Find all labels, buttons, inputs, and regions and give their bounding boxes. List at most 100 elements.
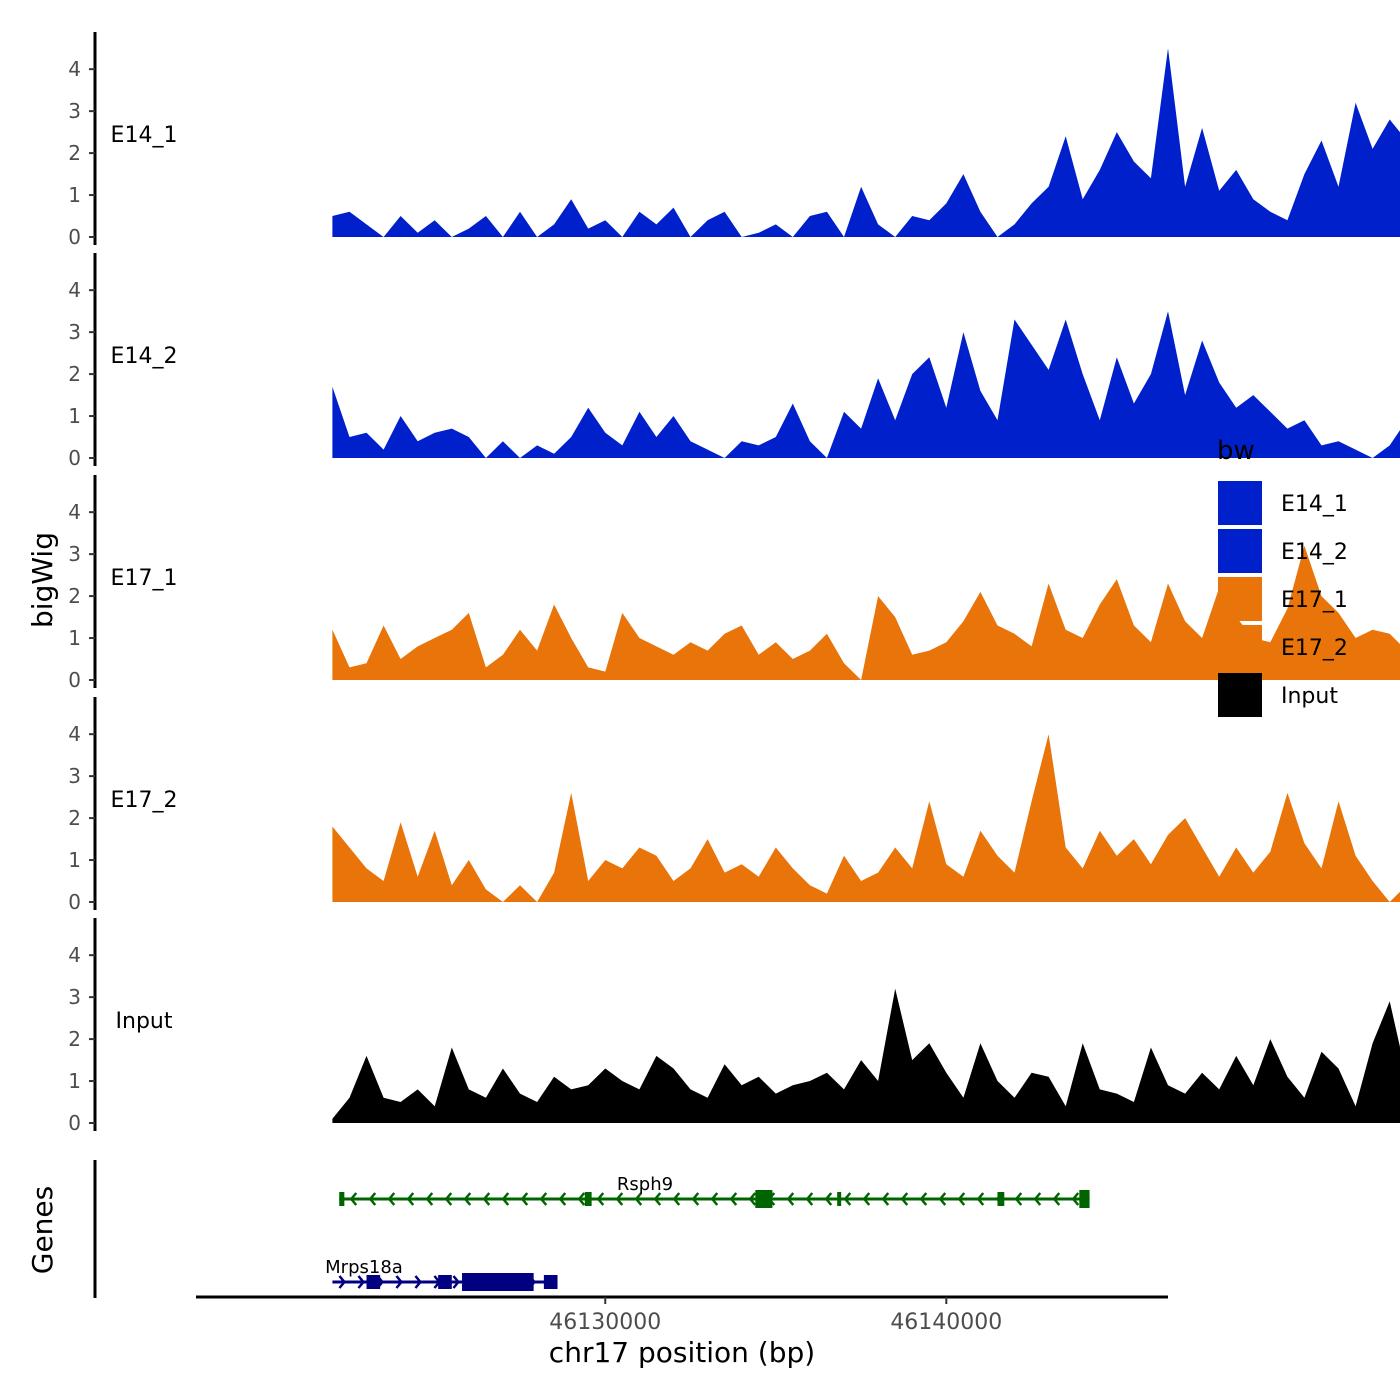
y-tick-label: 1 (68, 626, 81, 650)
strand-chevron (596, 1192, 605, 1206)
y-tick-label: 0 (68, 890, 81, 914)
y-tick-label: 2 (68, 1027, 81, 1051)
exon (584, 1192, 592, 1206)
gene-label: Mrps18a (325, 1257, 403, 1278)
legend-title: bw (1217, 436, 1255, 466)
y-tick-label: 1 (68, 183, 81, 207)
strand-chevron (1071, 1192, 1080, 1206)
strand-chevron (501, 1192, 510, 1206)
y-tick-label: 2 (68, 584, 81, 608)
strand-chevron (463, 1192, 472, 1206)
strand-chevron (444, 1192, 453, 1206)
strand-chevron (653, 1192, 662, 1206)
strand-chevron (843, 1192, 852, 1206)
y-tick-label: 1 (68, 848, 81, 872)
track-label: Input (116, 1009, 173, 1034)
legend-swatch-Input (1218, 673, 1262, 717)
strand-chevron (414, 1275, 423, 1289)
legend-label: E17_1 (1281, 588, 1348, 613)
gene-Mrps18a: Mrps18a (325, 1257, 558, 1291)
y-tick-label: 3 (68, 985, 81, 1009)
strand-chevron (1014, 1192, 1023, 1206)
strand-chevron (824, 1192, 833, 1206)
strand-chevron (338, 1275, 347, 1289)
exon (462, 1273, 534, 1291)
track-label: E14_1 (111, 123, 178, 148)
legend-label: E14_2 (1281, 540, 1348, 565)
strand-chevron (349, 1192, 358, 1206)
y-axis-label: bigWig (26, 532, 59, 628)
exon (1079, 1190, 1090, 1208)
strand-chevron (1033, 1192, 1042, 1206)
strand-chevron (577, 1192, 586, 1206)
area-E14_1 (332, 48, 1400, 237)
area-E17_2 (332, 734, 1400, 902)
y-tick-label: 4 (68, 500, 81, 524)
track-Input: 0 1 2 3 4 Input (68, 918, 1400, 1135)
strand-chevron (395, 1275, 404, 1289)
y-tick-label: 1 (68, 1069, 81, 1093)
genes-panel-label: Genes (26, 1186, 59, 1274)
exon (837, 1192, 842, 1206)
y-tick-label: 4 (68, 722, 81, 746)
strand-chevron (1052, 1192, 1061, 1206)
track-E14_1: 0 1 2 3 4 E14_1 (68, 32, 1400, 249)
track-label: E17_2 (111, 788, 178, 813)
y-tick-label: 2 (68, 362, 81, 386)
x-tick-label: 46130000 (549, 1310, 661, 1335)
legend-swatch-E14_1 (1218, 481, 1262, 525)
strand-chevron (425, 1192, 434, 1206)
strand-chevron (539, 1192, 548, 1206)
exon (997, 1192, 1005, 1206)
legend-swatch-E17_1 (1218, 577, 1262, 621)
tracks: 0 1 2 3 4 E14_1 0 1 2 3 4 E14_2 0 1 2 3 4 E17_1 0 1 2 3 4 E17_2… (68, 32, 1400, 1135)
area-Input (332, 988, 1400, 1123)
strand-chevron (786, 1192, 795, 1206)
y-tick-label: 0 (68, 225, 81, 249)
exon (755, 1190, 773, 1208)
strand-chevron (357, 1275, 366, 1289)
strand-chevron (387, 1192, 396, 1206)
track-E17_2: 0 1 2 3 4 E17_2 (68, 697, 1400, 914)
legend: bw E14_1 E14_2 E17_1 E17_2 Input (1217, 436, 1348, 717)
y-tick-label: 3 (68, 542, 81, 566)
strand-chevron (615, 1192, 624, 1206)
exon (543, 1275, 558, 1289)
strand-chevron (748, 1192, 757, 1206)
strand-chevron (634, 1192, 643, 1206)
legend-swatch-E14_2 (1218, 529, 1262, 573)
strand-chevron (976, 1192, 985, 1206)
strand-chevron (558, 1192, 567, 1206)
strand-chevron (406, 1192, 415, 1206)
y-tick-label: 2 (68, 141, 81, 165)
y-tick-label: 3 (68, 320, 81, 344)
x-axis: 46130000 46140000 (196, 1295, 1168, 1335)
track-E17_1: 0 1 2 3 4 E17_1 (68, 475, 1400, 692)
exon (339, 1192, 345, 1206)
legend-swatch-E17_2 (1218, 625, 1262, 669)
strand-chevron (957, 1192, 966, 1206)
y-tick-label: 0 (68, 446, 81, 470)
exon (438, 1275, 452, 1289)
area-E17_1 (332, 545, 1400, 680)
strand-chevron (672, 1192, 681, 1206)
strand-chevron (482, 1192, 491, 1206)
track-label: E17_1 (111, 566, 178, 591)
track-E14_2: 0 1 2 3 4 E14_2 (68, 253, 1400, 470)
y-tick-label: 3 (68, 99, 81, 123)
y-tick-label: 0 (68, 1111, 81, 1135)
strand-chevron (900, 1192, 909, 1206)
strand-chevron (368, 1192, 377, 1206)
gene-Rsph9: Rsph9 (339, 1174, 1090, 1208)
genes-panel: Mrps18a Rsph9 (93, 1160, 1090, 1298)
strand-chevron (881, 1192, 890, 1206)
y-tick-label: 4 (68, 57, 81, 81)
strand-chevron (710, 1192, 719, 1206)
strand-chevron (805, 1192, 814, 1206)
track-label: E14_2 (111, 344, 178, 369)
legend-label: E17_2 (1281, 636, 1348, 661)
y-tick-label: 2 (68, 806, 81, 830)
y-tick-label: 4 (68, 943, 81, 967)
legend-label: Input (1281, 684, 1338, 709)
